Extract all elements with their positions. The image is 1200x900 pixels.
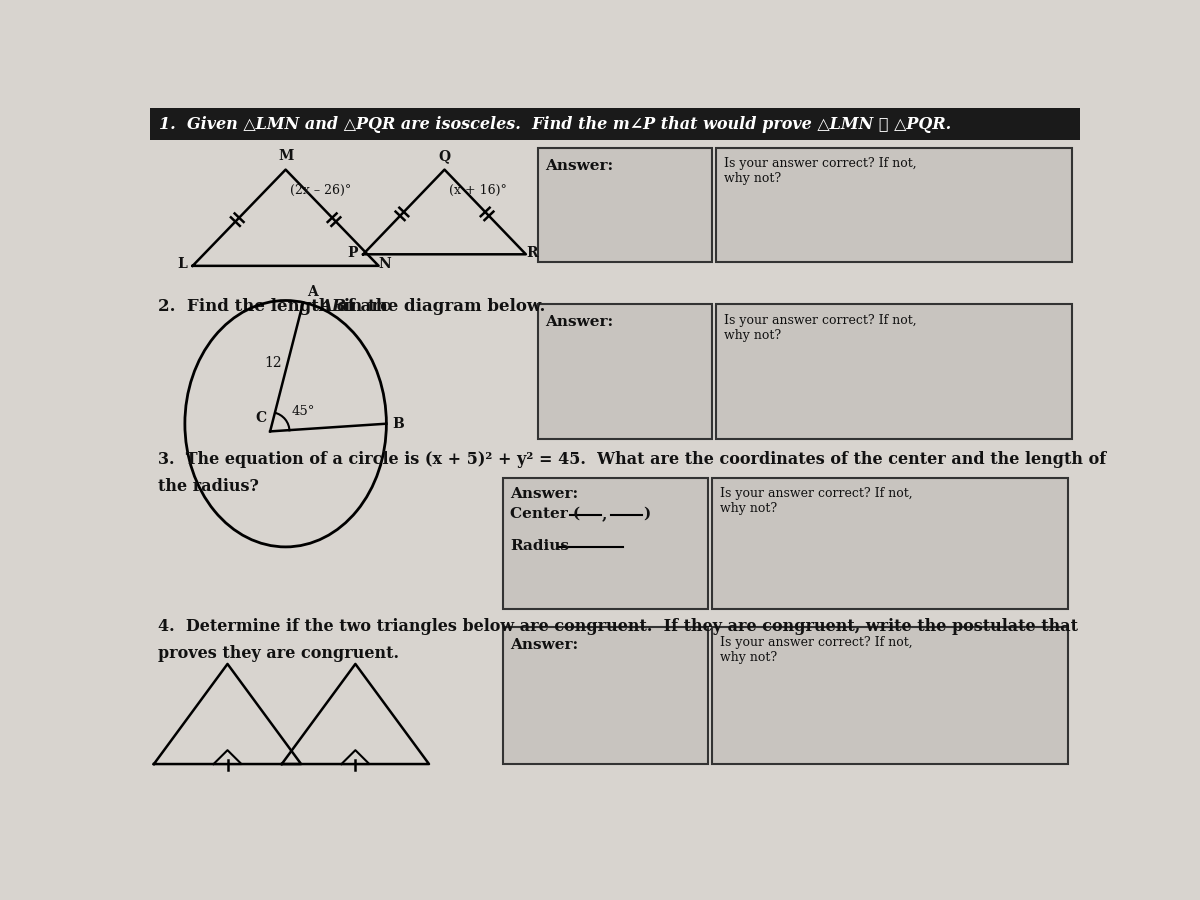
Text: 1.  Given △LMN and △PQR are isosceles.  Find the m∠P that would prove △LMN ≅ △PQ: 1. Given △LMN and △PQR are isosceles. Fi… [160, 116, 952, 132]
Text: AB: AB [319, 298, 346, 315]
Bar [538, 304, 712, 439]
Text: 4.  Determine if the two triangles below are congruent.  If they are congruent, : 4. Determine if the two triangles below … [157, 617, 1078, 634]
Text: L: L [176, 257, 187, 271]
Text: (x + 16)°: (x + 16)° [449, 184, 508, 196]
Bar [712, 627, 1068, 764]
Bar [712, 478, 1068, 608]
Text: Answer:: Answer: [545, 158, 613, 173]
Text: Is your answer correct? If not,
why not?: Is your answer correct? If not, why not? [724, 158, 916, 185]
Bar [715, 148, 1073, 262]
Text: the radius?: the radius? [157, 478, 259, 495]
Text: Q: Q [438, 149, 450, 164]
Text: 12: 12 [264, 356, 282, 370]
Text: N: N [378, 257, 391, 271]
Text: B: B [392, 417, 404, 431]
Text: M: M [278, 149, 293, 164]
Text: Is your answer correct? If not,
why not?: Is your answer correct? If not, why not? [720, 487, 912, 515]
Bar [150, 108, 1080, 140]
Text: (2x – 26)°: (2x – 26)° [290, 184, 352, 196]
Bar [538, 148, 712, 262]
Text: ): ) [643, 507, 650, 521]
Bar [503, 478, 708, 608]
Text: Is your answer correct? If not,
why not?: Is your answer correct? If not, why not? [724, 313, 916, 342]
Text: P: P [347, 246, 358, 260]
Text: in the diagram below.: in the diagram below. [338, 298, 546, 315]
Text: C: C [256, 410, 266, 425]
Text: Answer:: Answer: [545, 315, 613, 329]
Text: Is your answer correct? If not,
why not?: Is your answer correct? If not, why not? [720, 636, 912, 664]
Text: Answer:: Answer: [510, 487, 578, 500]
Text: 2.  Find the length of arc: 2. Find the length of arc [157, 298, 396, 315]
Text: proves they are congruent.: proves they are congruent. [157, 644, 398, 662]
Text: A: A [307, 284, 318, 299]
Text: 3.  The equation of a circle is (x + 5)² + y² = 45.  What are the coordinates of: 3. The equation of a circle is (x + 5)² … [157, 451, 1106, 468]
Text: ,: , [602, 507, 607, 521]
Text: Radius: Radius [510, 539, 569, 554]
Bar [715, 304, 1073, 439]
Text: 45°: 45° [292, 404, 316, 418]
Text: Answer:: Answer: [510, 638, 578, 652]
Text: R: R [527, 246, 538, 260]
Text: Center (: Center ( [510, 507, 581, 521]
Bar [503, 627, 708, 764]
